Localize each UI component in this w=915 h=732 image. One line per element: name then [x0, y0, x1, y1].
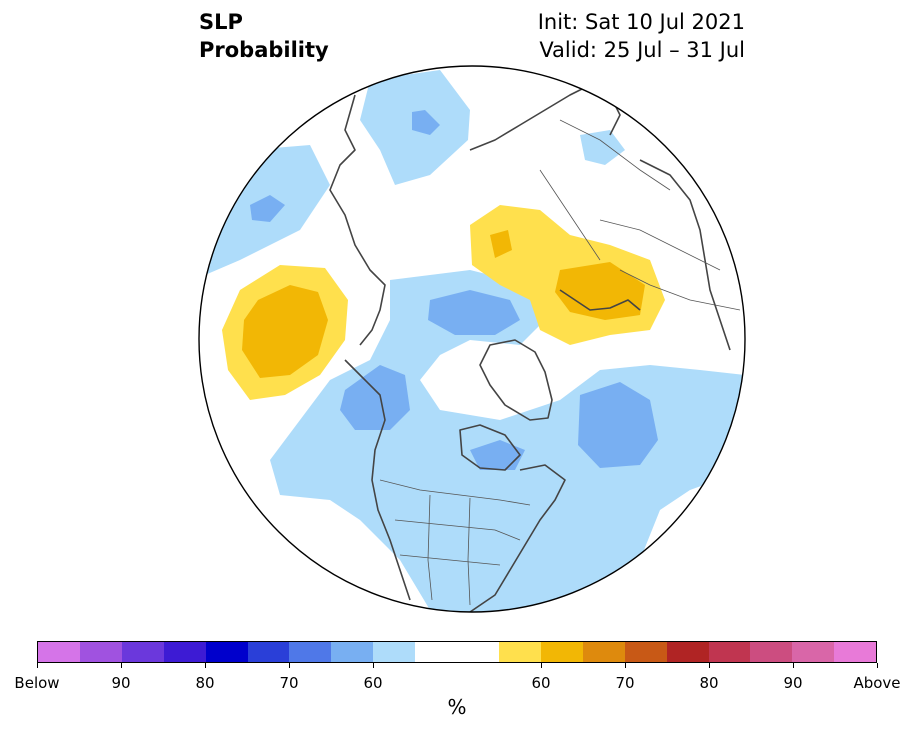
- colorbar-segment: [163, 642, 206, 662]
- colorbar-segment: [289, 642, 332, 662]
- polar-map: [198, 65, 746, 613]
- above-medium-eurasia-2: [555, 262, 645, 320]
- title-variable: SLP: [199, 10, 243, 34]
- border-us-meridian-b: [467, 497, 471, 606]
- colorbar-segment: [708, 642, 751, 662]
- colorbar-segment: [121, 642, 164, 662]
- coast-north-america-east: [469, 464, 566, 612]
- colorbar-segment: [666, 642, 709, 662]
- colorbar-tick: [624, 663, 626, 668]
- colorbar-segment: [331, 642, 374, 662]
- colorbar-label: 90: [111, 674, 131, 692]
- colorbar-segment: [582, 642, 625, 662]
- colorbar-label: 60: [363, 674, 383, 692]
- colorbar-label: 70: [279, 674, 299, 692]
- colorbar-tick: [540, 663, 542, 668]
- title-product: Probability: [199, 38, 329, 62]
- colorbar-label: Above: [853, 674, 901, 692]
- below-medium-atlantic: [578, 382, 658, 468]
- map-title: SLP Probability: [199, 8, 329, 64]
- colorbar-label: 60: [531, 674, 551, 692]
- below-medium-regions: [250, 110, 658, 470]
- probability-colorbar: [37, 641, 877, 663]
- colorbar-segment: [79, 642, 122, 662]
- colorbar-ticks: [36, 663, 878, 669]
- colorbar-label: 80: [195, 674, 215, 692]
- coastlines: [329, 84, 731, 612]
- border-europe-a: [559, 119, 671, 191]
- border-us-meridian-a: [427, 494, 433, 601]
- below-light-asia-east: [580, 130, 625, 165]
- map-boundary: [198, 65, 746, 613]
- below-medium-pacific-north: [412, 110, 440, 135]
- border-us-states-a: [394, 519, 521, 541]
- coast-asia-east: [329, 94, 386, 346]
- border-asia-a: [539, 169, 601, 261]
- border-us-states-b: [399, 554, 501, 566]
- colorbar-tick: [372, 663, 374, 668]
- colorbar-segment: [247, 642, 290, 662]
- coast-north-america-west: [344, 359, 411, 601]
- colorbar-tick: [204, 663, 206, 668]
- colorbar-label: 90: [783, 674, 803, 692]
- colorbar-tick: [120, 663, 122, 668]
- above-medium-eurasia-1: [490, 230, 512, 258]
- colorbar-segment: [457, 642, 499, 662]
- colorbar-segment: [792, 642, 835, 662]
- colorbar-segment: [415, 642, 458, 662]
- colorbar-segment: [540, 642, 583, 662]
- coast-europe-north: [469, 84, 621, 151]
- forecast-dates: Init: Sat 10 Jul 2021 Valid: 25 Jul – 31…: [538, 8, 745, 64]
- colorbar-tick: [876, 663, 878, 668]
- colorbar-segment: [498, 642, 541, 662]
- colorbar-tick: [288, 663, 290, 668]
- colorbar-label: 80: [699, 674, 719, 692]
- below-medium-alaska: [340, 365, 410, 430]
- colorbar-segment: [373, 642, 416, 662]
- border-us-canada: [379, 479, 531, 506]
- colorbar-segment: [624, 642, 667, 662]
- below-medium-hudson: [470, 440, 525, 470]
- colorbar-label: 70: [615, 674, 635, 692]
- coast-europe-west: [639, 159, 731, 351]
- borders: [379, 119, 741, 606]
- border-europe-b: [599, 219, 721, 271]
- above-medium-pacific: [242, 285, 328, 378]
- coast-hudson-bay: [459, 424, 521, 471]
- coast-greenland: [479, 339, 553, 421]
- valid-range: Valid: 25 Jul – 31 Jul: [539, 38, 745, 62]
- init-date: Init: Sat 10 Jul 2021: [537, 10, 745, 34]
- above-regions: [222, 205, 665, 400]
- colorbar-tick: [792, 663, 794, 668]
- border-asia-b: [619, 269, 741, 311]
- colorbar-label: Below: [14, 674, 60, 692]
- colorbar-tick: [36, 663, 38, 668]
- coast-caspian-region: [559, 289, 641, 311]
- colorbar-segment: [834, 642, 877, 662]
- colorbar-unit: %: [447, 695, 467, 719]
- colorbar-segment: [205, 642, 248, 662]
- colorbar-segment: [750, 642, 793, 662]
- colorbar-segment: [38, 642, 80, 662]
- colorbar-tick: [708, 663, 710, 668]
- below-medium-arctic: [428, 290, 520, 335]
- below-medium-west-pacific: [250, 195, 285, 222]
- below-light-arctic-america: [270, 270, 745, 612]
